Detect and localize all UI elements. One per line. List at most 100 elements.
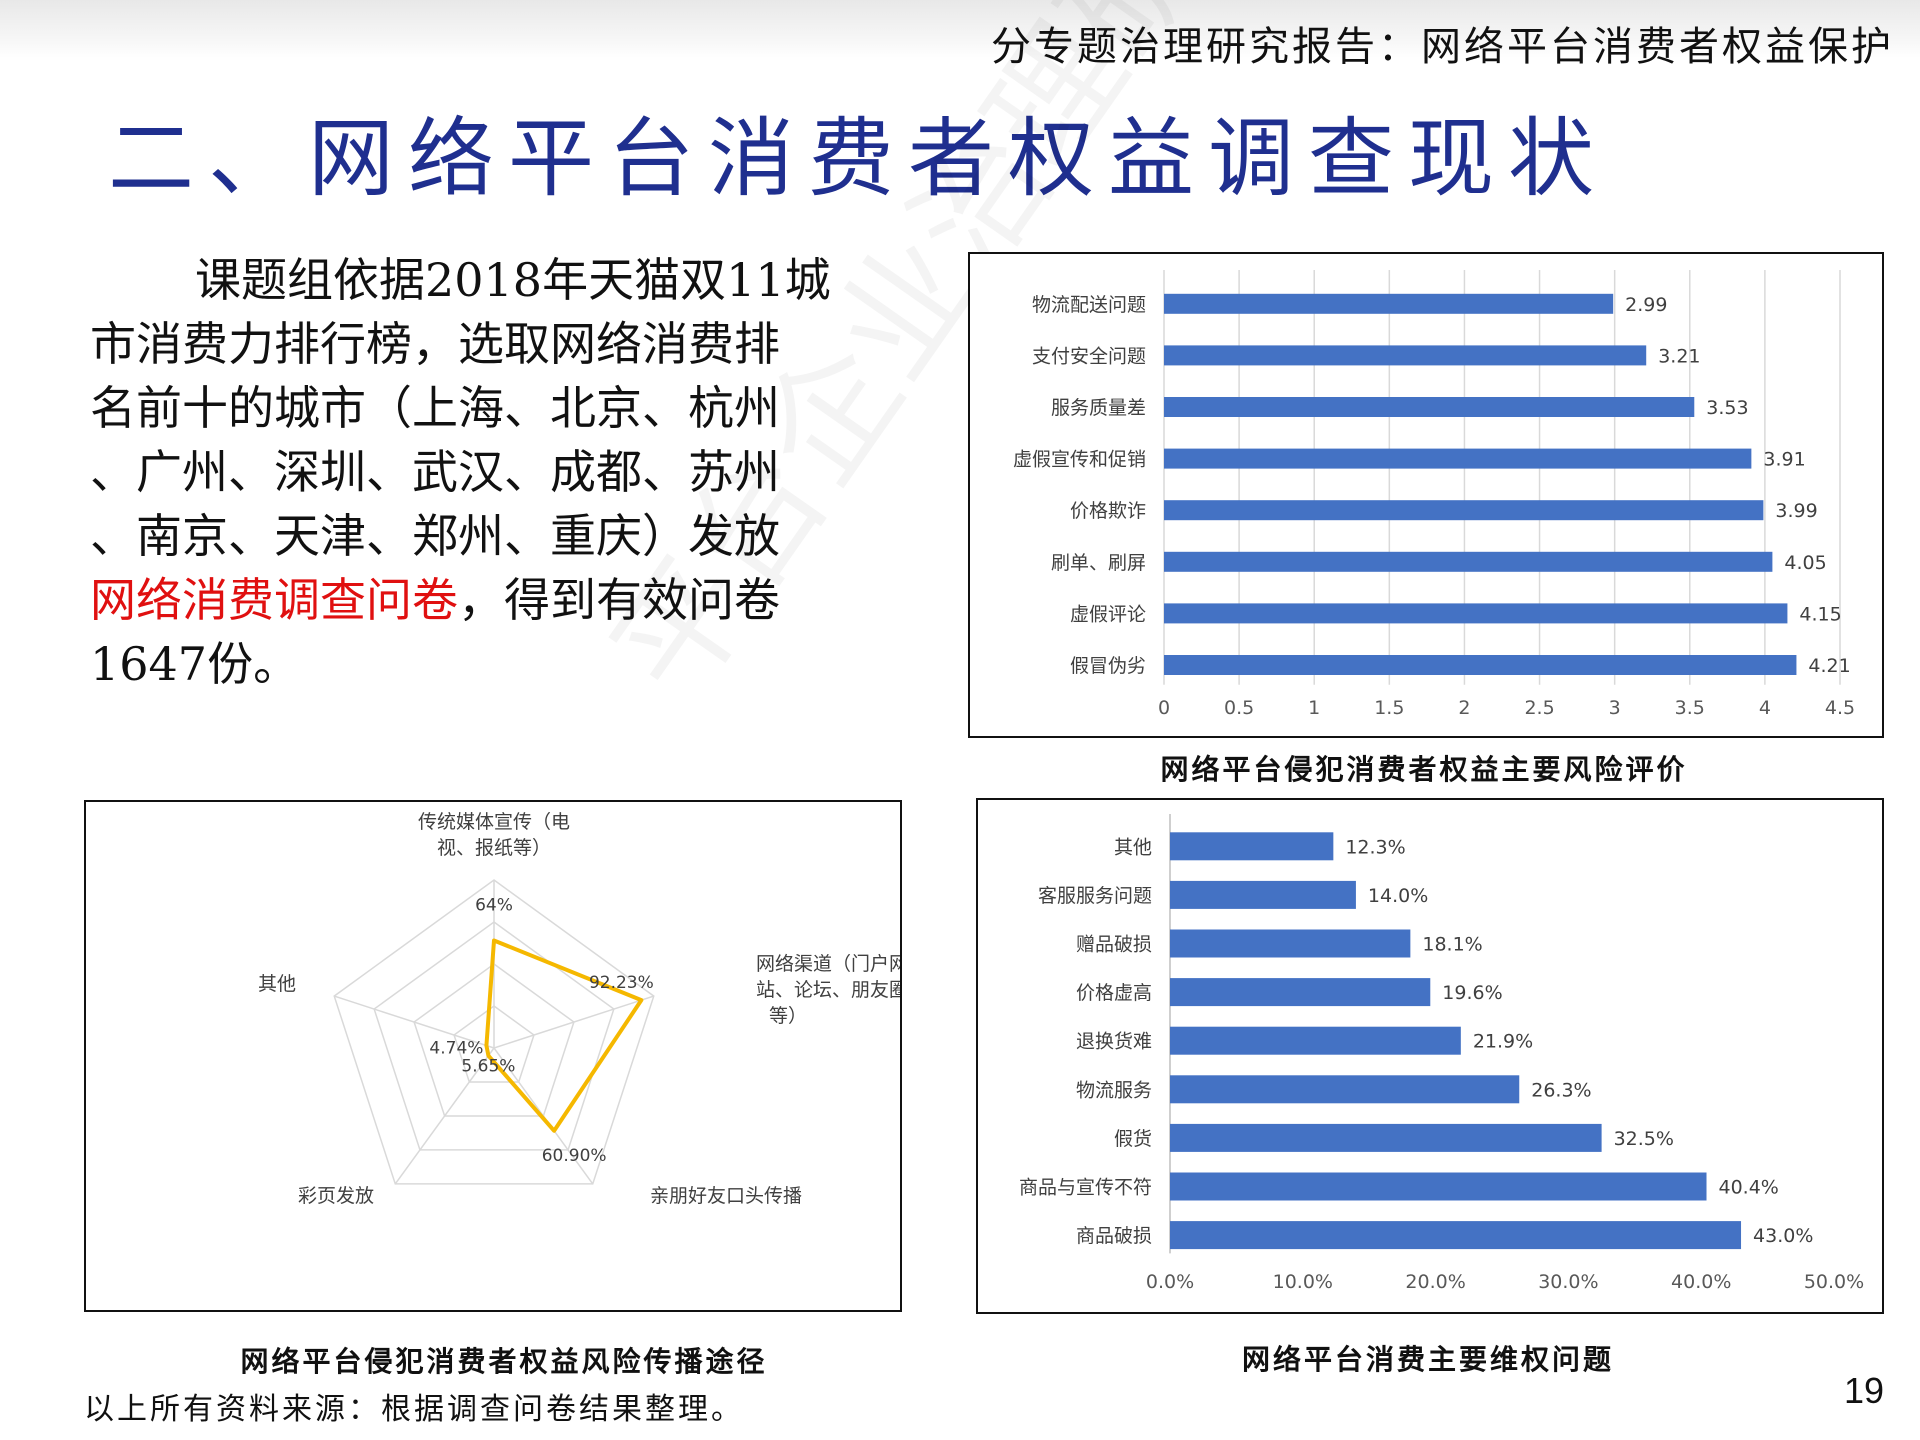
bar <box>1170 929 1411 958</box>
data-label: 3.91 <box>1763 449 1805 471</box>
intro-line: 、南京、天津、郑州、重庆）发放 <box>90 509 780 563</box>
intro-paragraph: 课题组依据2018年天猫双11城 市消费力排行榜，选取网络消费排 名前十的城市（… <box>90 248 890 696</box>
intro-line: 、广州、深圳、武汉、成都、苏州 <box>90 445 780 499</box>
data-label: 18.1% <box>1422 934 1482 956</box>
bar <box>1170 1026 1461 1055</box>
intro-line: 名前十的城市（上海、北京、杭州 <box>90 381 780 435</box>
rights-issues-chart-frame: 其他 12.3% 客服服务问题 14.0% 赠品破损 18.1% 价格虚高 19.6% 退换货难… <box>976 798 1884 1314</box>
data-label: 12.3% <box>1345 836 1405 858</box>
category-label: 商品破损 <box>1076 1225 1152 1247</box>
rights-issues-caption: 网络平台消费主要维权问题 <box>1241 1343 1614 1376</box>
tick-label: 20.0% <box>1405 1271 1465 1293</box>
tick-label: 0.0% <box>1146 1271 1194 1293</box>
data-label: 64% <box>475 895 513 915</box>
radar-spoke <box>493 995 655 1049</box>
tick-label: 1.5 <box>1374 697 1404 719</box>
bar <box>1164 551 1773 572</box>
bar <box>1164 655 1797 675</box>
report-title: 分专题治理研究报告：网络平台消费者权益保护 <box>991 24 1894 70</box>
data-label: 14.0% <box>1368 885 1428 907</box>
spread-channel-caption: 网络平台侵犯消费者权益风险传播途径 <box>240 1345 768 1378</box>
radar-spoke <box>333 995 495 1049</box>
data-label: 4.05 <box>1784 552 1826 574</box>
radar-axis-label: 彩页发放 <box>298 1185 374 1207</box>
category-label: 支付安全问题 <box>1032 345 1146 367</box>
category-label: 物流服务 <box>1076 1079 1152 1101</box>
data-label: 5.65% <box>461 1057 515 1077</box>
tick-label: 40.0% <box>1671 1271 1731 1293</box>
data-label: 3.99 <box>1775 500 1817 522</box>
category-label: 价格欺诈 <box>1070 500 1146 522</box>
data-label: 21.9% <box>1473 1031 1533 1053</box>
data-label: 4.21 <box>1808 655 1850 677</box>
radar-axis-label: 亲朋好友口头传播 <box>650 1185 802 1207</box>
category-label: 虚假宣传和促销 <box>1013 449 1146 471</box>
questionnaire-highlight: 网络消费调查问卷 <box>90 573 458 627</box>
radar-gridline <box>453 1005 535 1083</box>
bar <box>1164 397 1695 417</box>
tick-label: 1 <box>1308 697 1320 719</box>
data-label: 4.74% <box>429 1039 483 1059</box>
bar <box>1170 1221 1742 1250</box>
bar <box>1170 832 1334 861</box>
data-label: 43.0% <box>1753 1225 1813 1247</box>
category-label: 虚假评论 <box>1070 603 1146 625</box>
category-label: 刷单、刷屏 <box>1051 552 1146 574</box>
tick-label: 30.0% <box>1538 1271 1598 1293</box>
radar-axis-label: 视、报纸等） <box>437 837 551 859</box>
bar <box>1164 603 1788 624</box>
intro-line: 1647份。 <box>90 637 300 691</box>
radar-axis-label: 网络渠道（门户网 <box>756 953 900 975</box>
bar <box>1170 880 1356 909</box>
tick-label: 3 <box>1609 697 1621 719</box>
data-label: 26.3% <box>1531 1079 1591 1101</box>
header-bar <box>0 0 1920 58</box>
tick-label: 4.5 <box>1825 697 1855 719</box>
intro-line: 网络消费调查问卷，得到有效问卷 <box>90 568 890 632</box>
spread-channel-chart-frame: 64% 92.23% 60.90% 5.65% 4.74% 传统媒体宣传（电 视、报纸等） 网… <box>84 800 908 1312</box>
rights-issues-chart: 其他 12.3% 客服服务问题 14.0% 赠品破损 18.1% 价格虚高 19.6% 退换货难… <box>1019 814 1864 1293</box>
category-label: 服务质量差 <box>1051 397 1146 419</box>
bar <box>1170 978 1431 1007</box>
radar-gridline <box>373 921 615 1151</box>
tick-label: 2.5 <box>1524 697 1554 719</box>
spread-channel-radar-chart: 64% 92.23% 60.90% 5.65%4.74% 传统媒体宣传（电视、报纸等） 网… <box>258 811 908 1207</box>
radar-axis-label: 等） <box>769 1005 807 1027</box>
category-label: 退换货难 <box>1076 1031 1152 1053</box>
radar-axis-label: 其他 <box>258 973 296 995</box>
bar <box>1170 1075 1520 1104</box>
bar <box>1164 293 1614 314</box>
category-label: 客服服务问题 <box>1038 885 1152 907</box>
tick-label: 50.0% <box>1804 1271 1864 1293</box>
risk-evaluation-caption: 网络平台侵犯消费者权益主要风险评价 <box>1160 753 1688 786</box>
bar <box>1170 1172 1707 1201</box>
data-label: 4.15 <box>1799 603 1841 625</box>
radar-gridline <box>333 879 655 1185</box>
radar-series-line <box>484 938 644 1133</box>
slide-title: 二、网络平台消费者权益调查现状 <box>108 109 1608 209</box>
category-label: 其他 <box>1114 836 1152 858</box>
tick-label: 0 <box>1158 697 1170 719</box>
bar <box>1164 500 1764 521</box>
data-label: 92.23% <box>589 973 654 993</box>
bar <box>1164 448 1752 469</box>
data-label: 3.53 <box>1706 397 1748 419</box>
category-label: 物流配送问题 <box>1032 294 1146 316</box>
category-label: 假冒伪劣 <box>1070 655 1146 677</box>
source-note: 以上所有资料来源：根据调查问卷结果整理。 <box>84 1392 744 1427</box>
radar-spoke <box>394 1047 495 1185</box>
data-label: 32.5% <box>1614 1128 1674 1150</box>
tick-label: 2 <box>1458 697 1470 719</box>
category-label: 商品与宣传不符 <box>1019 1177 1152 1199</box>
bar <box>1170 1123 1602 1152</box>
bar <box>1164 345 1647 366</box>
tick-label: 0.5 <box>1224 697 1254 719</box>
tick-label: 3.5 <box>1675 697 1705 719</box>
risk-evaluation-chart-frame: 物流配送问题 2.99 支付安全问题 3.21 服务质量差 3.53 虚假宣传和促销 3.91… <box>968 252 1884 738</box>
data-label: 2.99 <box>1625 294 1667 316</box>
radar-axis-label: 站、论坛、朋友圈 <box>756 979 900 1001</box>
radar-gridline <box>413 963 575 1117</box>
intro-line-rest: ，得到有效问卷 <box>458 573 780 627</box>
category-label: 价格虚高 <box>1076 982 1152 1004</box>
